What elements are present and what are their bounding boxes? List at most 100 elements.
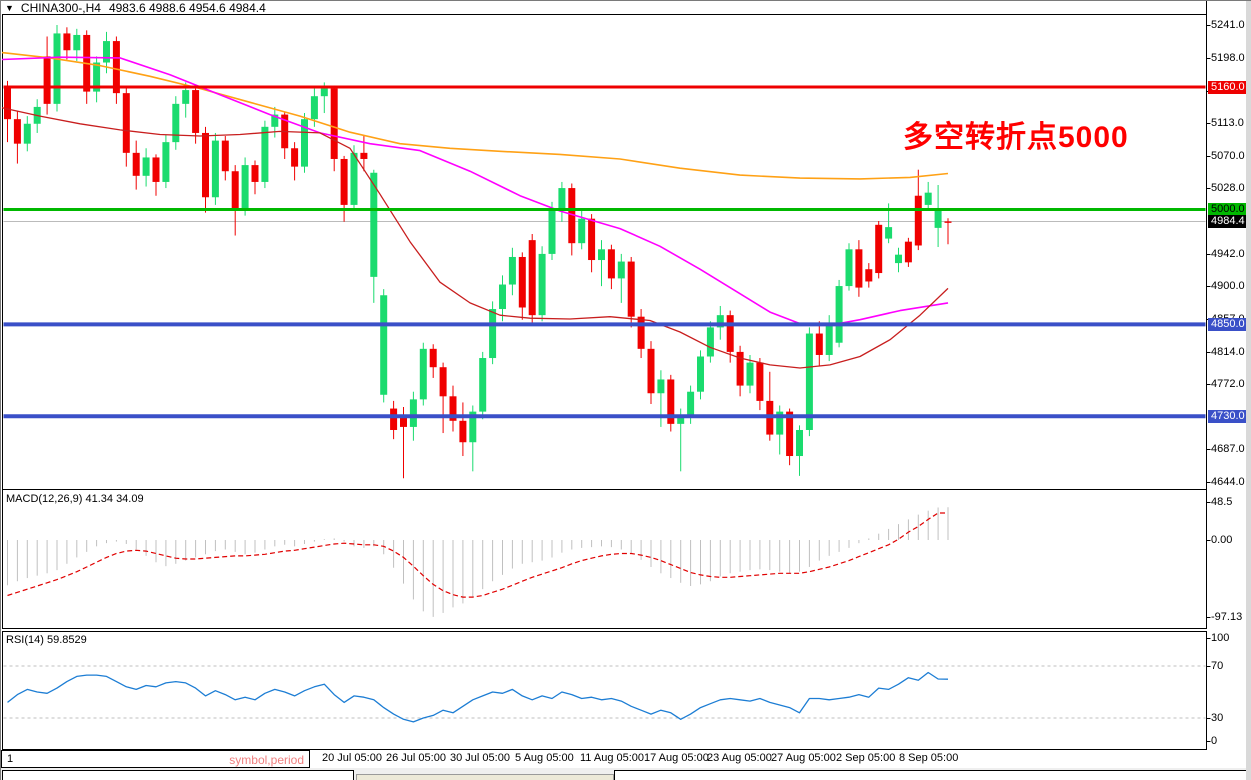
rsi-scale-label: 30 — [1211, 712, 1224, 724]
time-label: 20 Jul 05:00 — [322, 752, 382, 764]
axis-ticks — [1206, 25, 1211, 742]
candle-body — [578, 218, 586, 244]
candle-body — [588, 218, 596, 261]
candle-body — [558, 188, 566, 210]
fast-navigation-value[interactable]: 1 — [7, 753, 14, 765]
price-tick-label: 5070.0 — [1211, 149, 1245, 162]
candle-body — [756, 362, 764, 401]
candle-body — [825, 322, 833, 355]
time-label: 5 Aug 05:00 — [515, 752, 574, 764]
candle-body — [855, 249, 863, 288]
time-label: 30 Jul 05:00 — [450, 752, 510, 764]
candle-body — [944, 221, 952, 223]
window-left-border — [0, 0, 1, 780]
price-tick-label: 4772.0 — [1211, 378, 1245, 391]
candle-body — [885, 227, 893, 239]
fast-navigation-box[interactable]: 1 symbol,period — [1, 750, 310, 768]
time-label: 17 Aug 05:00 — [644, 752, 709, 764]
candle-body — [221, 140, 229, 172]
rsi-line — [7, 671, 949, 723]
candle-body — [360, 152, 368, 159]
candle-body — [647, 348, 655, 394]
candle-body — [706, 327, 714, 357]
ma-medium-line — [1, 56, 949, 326]
candle-body — [310, 96, 318, 120]
candle-body — [429, 348, 437, 368]
candle-body — [716, 315, 724, 328]
candle-body — [380, 295, 388, 395]
candle-body — [419, 348, 427, 400]
candles — [4, 25, 952, 479]
rsi-scale-label: 70 — [1211, 660, 1224, 672]
window-top-border — [0, 0, 1251, 1]
macd-scale-label: 0.00 — [1211, 534, 1233, 546]
candle-body — [924, 192, 932, 205]
candle-body — [518, 256, 526, 308]
price-tick-label: 5198.0 — [1211, 51, 1245, 64]
candle-body — [301, 119, 308, 167]
candle-body — [320, 88, 328, 97]
candle-body — [261, 126, 269, 182]
candle-body — [202, 132, 209, 198]
candle-body — [211, 140, 219, 198]
chart-tab-partial-right[interactable] — [614, 770, 1250, 780]
candle-body — [271, 114, 279, 127]
price-tick-label: 4900.0 — [1211, 280, 1245, 293]
time-label: 27 Aug 05:00 — [771, 752, 836, 764]
price-badge-4850.0: 4850.0 — [1208, 317, 1251, 331]
candle-body — [815, 333, 823, 355]
macd-name: MACD(12,26,9) — [6, 493, 83, 505]
macd-histogram — [7, 507, 949, 617]
candle-body — [598, 249, 605, 261]
candle-body — [845, 249, 853, 287]
candle-body — [122, 93, 130, 153]
candle-body — [667, 379, 675, 424]
panel-frames — [2, 1, 1207, 750]
candle-body — [904, 241, 912, 263]
candle-body — [469, 411, 477, 443]
candle-body — [231, 171, 239, 210]
candle-body — [697, 356, 704, 392]
ohlc-values: 4983.6 4988.6 4954.6 4984.4 — [108, 1, 266, 15]
candle-body — [914, 195, 922, 246]
candle-body — [390, 408, 398, 430]
macd-scale-label: -97.13 — [1211, 611, 1243, 623]
chart-tab-partial-middle[interactable] — [356, 774, 614, 780]
candle-body — [538, 253, 546, 316]
candle-body — [132, 152, 140, 176]
candle-body — [162, 142, 170, 182]
candle-body — [103, 41, 110, 63]
candle-body — [786, 411, 794, 457]
rsi-name: RSI(14) — [6, 634, 44, 646]
candle-body — [548, 209, 556, 254]
time-label: 2 Sep 05:00 — [836, 752, 896, 764]
macd-signal-line — [7, 512, 948, 598]
ma-slow-line — [1, 51, 949, 180]
candle-body — [865, 269, 873, 282]
candle-body — [192, 90, 200, 133]
dropdown-arrow-icon[interactable]: ▼ — [5, 3, 14, 13]
candle-body — [93, 62, 101, 92]
candle-body — [627, 261, 635, 317]
annotation-text: 多空转折点5000 — [903, 121, 1129, 154]
chart-tab-partial-left[interactable] — [2, 770, 354, 780]
candle-body — [499, 284, 506, 310]
price-tick-label: 5241.0 — [1211, 19, 1245, 31]
rsi-scale-label: 0 — [1211, 735, 1218, 747]
candle-body — [617, 261, 625, 279]
rsi-value: 59.8529 — [46, 634, 87, 646]
candle-body — [934, 210, 942, 228]
candle-body — [291, 148, 299, 167]
candle-body — [449, 396, 457, 421]
fast-navigation-hint: symbol,period — [229, 753, 304, 767]
candle-body — [736, 351, 744, 386]
candle-body — [637, 316, 645, 349]
macd-values: 41.34 34.09 — [85, 493, 144, 505]
candle-body — [409, 399, 417, 427]
symbol-period-label: CHINA300-,H4 — [20, 1, 101, 15]
candle-body — [370, 172, 378, 277]
candle-body — [4, 87, 11, 120]
window-right-edge — [1246, 0, 1251, 780]
candle-body — [528, 240, 536, 316]
